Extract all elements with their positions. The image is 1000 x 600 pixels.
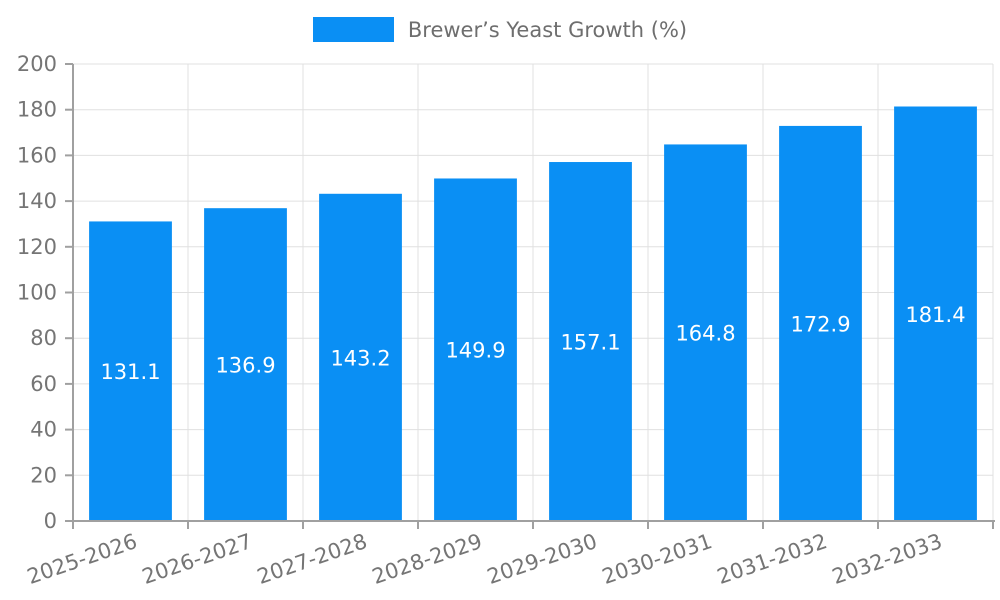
x-tick-label: 2029-2030 <box>484 529 600 589</box>
y-tick-label: 180 <box>17 98 57 122</box>
legend: Brewer’s Yeast Growth (%) <box>0 17 1000 42</box>
bar[interactable] <box>319 193 402 521</box>
y-tick-label: 100 <box>17 281 57 305</box>
x-tick-label: 2025-2026 <box>24 529 140 589</box>
y-tick-label: 160 <box>17 143 57 167</box>
y-tick-label: 0 <box>44 509 57 533</box>
x-tick-label: 2032-2033 <box>829 529 945 589</box>
bar[interactable] <box>779 125 862 522</box>
y-tick-label: 80 <box>30 326 57 350</box>
bar-value-label: 136.9 <box>215 354 275 378</box>
legend-item[interactable]: Brewer’s Yeast Growth (%) <box>312 17 688 42</box>
y-tick-label: 140 <box>17 189 57 213</box>
bar[interactable] <box>89 221 172 521</box>
bar-value-label: 143.2 <box>330 346 390 370</box>
bar-value-label: 181.4 <box>905 303 965 327</box>
x-tick-label: 2031-2032 <box>714 529 830 589</box>
y-tick-label: 200 <box>17 52 57 76</box>
legend-swatch-icon <box>312 17 394 42</box>
bar[interactable] <box>204 208 287 521</box>
y-tick-label: 120 <box>17 235 57 259</box>
x-tick-label: 2030-2031 <box>599 529 715 589</box>
bar[interactable] <box>894 106 977 521</box>
bar-value-label: 172.9 <box>790 312 850 336</box>
y-tick-label: 60 <box>30 372 57 396</box>
y-tick-label: 20 <box>30 463 57 487</box>
bar[interactable] <box>664 144 747 521</box>
bar-value-label: 164.8 <box>675 322 735 346</box>
legend-label: Brewer’s Yeast Growth (%) <box>407 17 688 42</box>
bar[interactable] <box>549 162 632 522</box>
y-tick-label: 40 <box>30 418 57 442</box>
x-tick-label: 2027-2028 <box>254 529 370 589</box>
bar-value-label: 157.1 <box>560 331 620 355</box>
bar[interactable] <box>434 178 517 521</box>
x-tick-label: 2028-2029 <box>369 529 485 589</box>
bar-value-label: 149.9 <box>445 339 505 363</box>
x-tick-label: 2026-2027 <box>139 529 255 589</box>
bar-value-label: 131.1 <box>100 360 160 384</box>
